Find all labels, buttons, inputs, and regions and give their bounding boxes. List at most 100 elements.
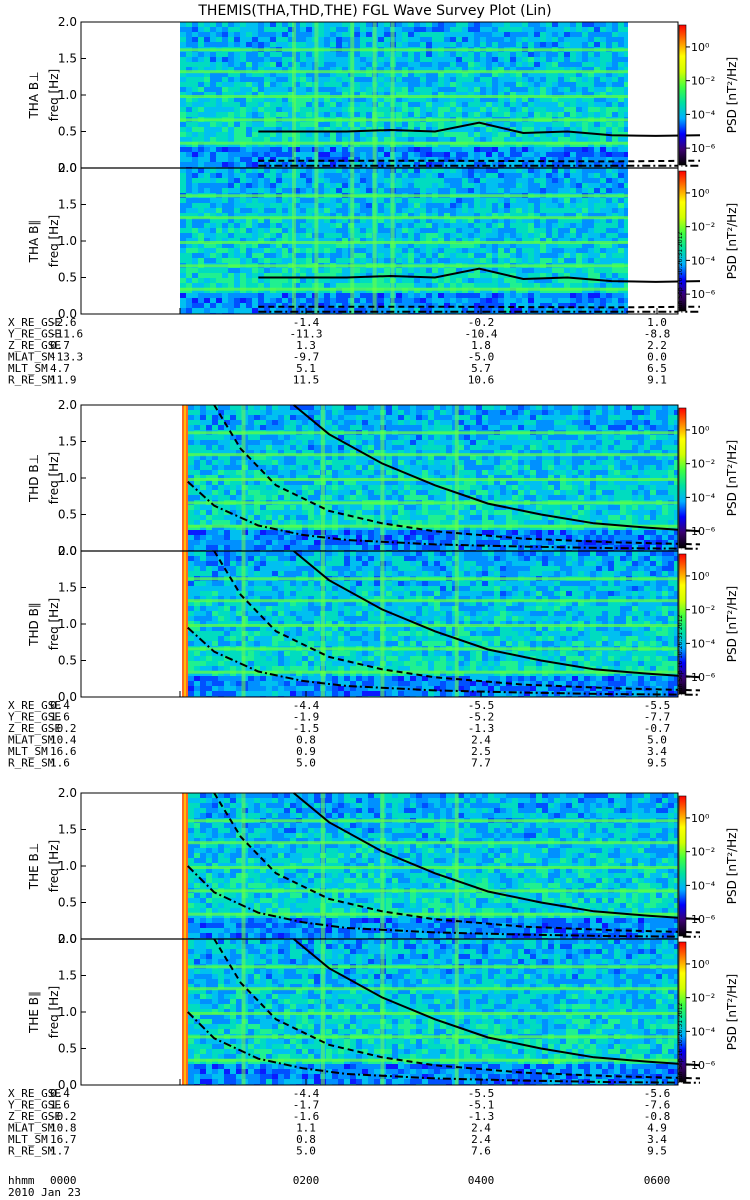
spectrogram-cell bbox=[462, 283, 468, 288]
spectrogram-cell bbox=[282, 183, 288, 188]
spectrogram-cell bbox=[360, 82, 366, 87]
spectrogram-cell bbox=[546, 283, 552, 288]
spectrogram-cell bbox=[618, 283, 624, 288]
spectrogram-cell bbox=[216, 308, 222, 313]
spectrogram-cell bbox=[504, 107, 510, 112]
spectrogram-cell bbox=[570, 268, 576, 273]
spectrogram-cell bbox=[546, 253, 552, 258]
spectrogram-cell bbox=[264, 37, 270, 42]
spectrogram-cell bbox=[546, 208, 552, 213]
spectrogram-cell bbox=[612, 57, 618, 62]
spectrogram-cell bbox=[570, 168, 576, 173]
spectrogram-cell bbox=[288, 97, 294, 102]
spectrogram-cell bbox=[230, 490, 236, 495]
spectrogram-cell bbox=[546, 37, 552, 42]
spectrogram-cell bbox=[200, 455, 206, 460]
spectrogram-cell bbox=[450, 273, 456, 278]
spectrogram-cell bbox=[212, 495, 218, 500]
spectrogram-cell bbox=[420, 32, 426, 37]
spectrogram-cell bbox=[456, 308, 462, 313]
spectrogram-cell bbox=[366, 248, 372, 253]
spectrogram-cell bbox=[486, 188, 492, 193]
spectrogram-cell bbox=[258, 42, 264, 47]
spectrogram-cell bbox=[384, 283, 390, 288]
spectrogram-cell bbox=[480, 258, 486, 263]
spectrogram-cell bbox=[444, 57, 450, 62]
spectrogram-cell bbox=[540, 183, 546, 188]
spectrogram-cell bbox=[624, 218, 628, 223]
spectrogram-cell bbox=[540, 52, 546, 57]
spectrogram-cell bbox=[288, 228, 294, 233]
spectrogram-cell bbox=[366, 203, 372, 208]
spectrogram-cell bbox=[186, 233, 192, 238]
spectrogram-cell bbox=[324, 228, 330, 233]
spectrogram-cell bbox=[366, 52, 372, 57]
spectrogram-cell bbox=[276, 198, 282, 203]
spectrogram-cell bbox=[384, 87, 390, 92]
spectrogram-cell bbox=[582, 178, 588, 183]
spectrogram-cell bbox=[564, 233, 570, 238]
spectrogram-cell bbox=[420, 198, 426, 203]
spectrogram-cell bbox=[552, 107, 558, 112]
spectrogram-cell bbox=[210, 107, 216, 112]
spectrogram-cell bbox=[294, 122, 300, 127]
spectrogram-cell bbox=[612, 168, 618, 173]
spectrogram-cell bbox=[300, 152, 306, 157]
spectrogram-cell bbox=[564, 228, 570, 233]
spectrogram-cell bbox=[576, 52, 582, 57]
spectrogram-cell bbox=[258, 32, 264, 37]
spectrogram-cell bbox=[378, 102, 384, 107]
spectrogram-cell bbox=[306, 152, 312, 157]
spectrogram-cell bbox=[408, 92, 414, 97]
spectrogram-cell bbox=[330, 303, 336, 308]
spectrogram-cell bbox=[342, 293, 348, 298]
spectrogram-cell bbox=[246, 218, 252, 223]
spectrogram-cell bbox=[534, 218, 540, 223]
spectrogram-cell bbox=[264, 107, 270, 112]
spectrogram-cell bbox=[222, 213, 228, 218]
spectrogram-cell bbox=[294, 22, 300, 27]
spectrogram-cell bbox=[206, 495, 212, 500]
spectrogram-cell bbox=[188, 435, 194, 440]
spectrogram-cell bbox=[248, 470, 254, 475]
spectrogram-cell bbox=[426, 213, 432, 218]
spectrogram-cell bbox=[246, 168, 252, 173]
spectrogram-cell bbox=[570, 173, 576, 178]
spectrogram-cell bbox=[396, 132, 402, 137]
spectrogram-cell bbox=[618, 72, 624, 77]
spectrogram-cell bbox=[240, 178, 246, 183]
spectrogram-cell bbox=[366, 127, 372, 132]
spectrogram-cell bbox=[552, 137, 558, 142]
spectrogram-cell bbox=[468, 22, 474, 27]
spectrogram-cell bbox=[516, 203, 522, 208]
spectrogram-cell bbox=[594, 213, 600, 218]
spectrogram-cell bbox=[294, 42, 300, 47]
spectrogram-cell bbox=[218, 435, 224, 440]
spectrogram-cell bbox=[186, 308, 192, 313]
spectrogram-cell bbox=[618, 162, 624, 167]
spectrogram-cell bbox=[576, 173, 582, 178]
spectrogram-cell bbox=[324, 308, 330, 313]
spectrogram-cell bbox=[516, 82, 522, 87]
spectrogram-cell bbox=[198, 233, 204, 238]
spectrogram-cell bbox=[324, 112, 330, 117]
spectrogram-cell bbox=[288, 67, 294, 72]
spectrogram-cell bbox=[276, 238, 282, 243]
spectrogram-cell bbox=[222, 77, 228, 82]
spectrogram-cell bbox=[426, 112, 432, 117]
spectrogram-cell bbox=[378, 268, 384, 273]
spectrogram-cell bbox=[450, 308, 456, 313]
spectrogram-cell bbox=[576, 278, 582, 283]
spectrogram-cell bbox=[480, 243, 486, 248]
spectrogram-cell bbox=[360, 173, 366, 178]
spectrogram-cell bbox=[408, 107, 414, 112]
spectrogram-cell bbox=[408, 132, 414, 137]
spectrogram-cell bbox=[516, 178, 522, 183]
spectrogram-cell bbox=[204, 72, 210, 77]
spectrogram-cell bbox=[426, 178, 432, 183]
spectrogram-cell bbox=[240, 137, 246, 142]
spectrogram-cell bbox=[186, 137, 192, 142]
spectrogram-cell bbox=[396, 87, 402, 92]
spectrogram-cell bbox=[462, 253, 468, 258]
spectrogram-cell bbox=[414, 82, 420, 87]
